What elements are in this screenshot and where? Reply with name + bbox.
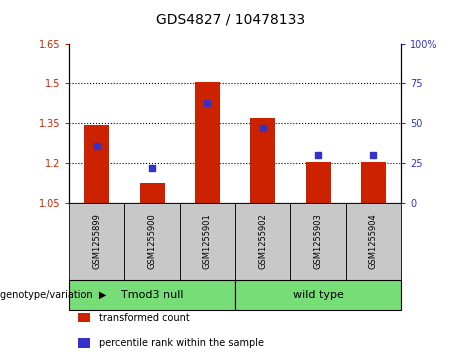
Text: GSM1255900: GSM1255900 [148, 213, 157, 269]
Text: GSM1255903: GSM1255903 [313, 213, 323, 269]
Point [370, 152, 377, 158]
Bar [84, 125, 109, 203]
Point [204, 100, 211, 106]
Point [93, 143, 100, 149]
Point [148, 165, 156, 171]
Bar [195, 82, 220, 203]
Text: transformed count: transformed count [99, 313, 190, 323]
Bar [140, 183, 165, 203]
Bar [250, 118, 275, 203]
Text: GSM1255901: GSM1255901 [203, 213, 212, 269]
Text: Tmod3 null: Tmod3 null [121, 290, 183, 300]
Text: GSM1255902: GSM1255902 [258, 213, 267, 269]
Point [259, 125, 266, 131]
Text: GSM1255904: GSM1255904 [369, 213, 378, 269]
Bar [361, 162, 386, 203]
Text: GSM1255899: GSM1255899 [92, 213, 101, 269]
Text: wild type: wild type [293, 290, 343, 300]
Bar [306, 162, 331, 203]
Text: percentile rank within the sample: percentile rank within the sample [99, 338, 264, 348]
Point [314, 152, 322, 158]
Text: genotype/variation  ▶: genotype/variation ▶ [0, 290, 106, 300]
Text: GDS4827 / 10478133: GDS4827 / 10478133 [156, 13, 305, 27]
